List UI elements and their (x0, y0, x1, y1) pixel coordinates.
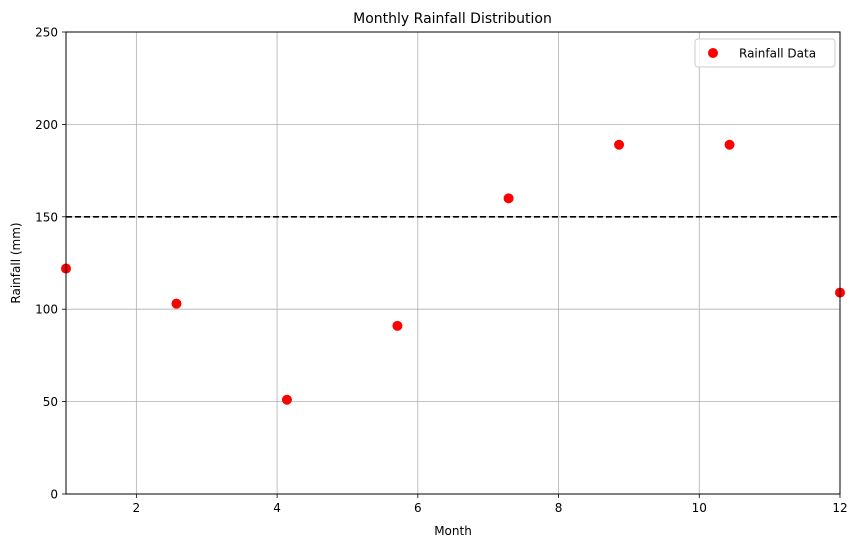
y-axis-label: Rainfall (mm) (9, 222, 23, 303)
y-tick-label: 50 (43, 395, 58, 409)
grid (66, 31, 841, 495)
y-axis-ticks: 0 50 100 150 200 250 (35, 26, 66, 502)
legend-box (694, 38, 836, 68)
x-tick-label: 6 (414, 501, 422, 515)
data-point (503, 193, 514, 204)
y-tick-label: 200 (35, 118, 58, 132)
legend: Rainfall Data (694, 38, 836, 68)
data-point (392, 320, 403, 331)
y-tick-label: 0 (50, 488, 58, 502)
y-tick-label: 250 (35, 26, 58, 40)
y-tick-label: 100 (35, 303, 58, 317)
data-points (61, 139, 845, 405)
x-tick-label: 2 (133, 501, 141, 515)
x-axis-label: Month (434, 524, 472, 538)
x-tick-label: 12 (832, 501, 847, 515)
data-point (724, 139, 735, 150)
x-axis-ticks: 2 4 6 8 10 12 (133, 494, 848, 515)
legend-marker (708, 48, 718, 58)
data-point (281, 394, 292, 405)
chart-title: Monthly Rainfall Distribution (353, 11, 552, 27)
data-point (614, 139, 625, 150)
y-tick-label: 150 (35, 210, 58, 224)
legend-label: Rainfall Data (739, 47, 816, 61)
plot-frame (65, 31, 841, 495)
x-tick-label: 4 (273, 501, 281, 515)
data-point (171, 298, 182, 309)
x-tick-label: 10 (692, 501, 707, 515)
x-tick-label: 8 (555, 501, 563, 515)
